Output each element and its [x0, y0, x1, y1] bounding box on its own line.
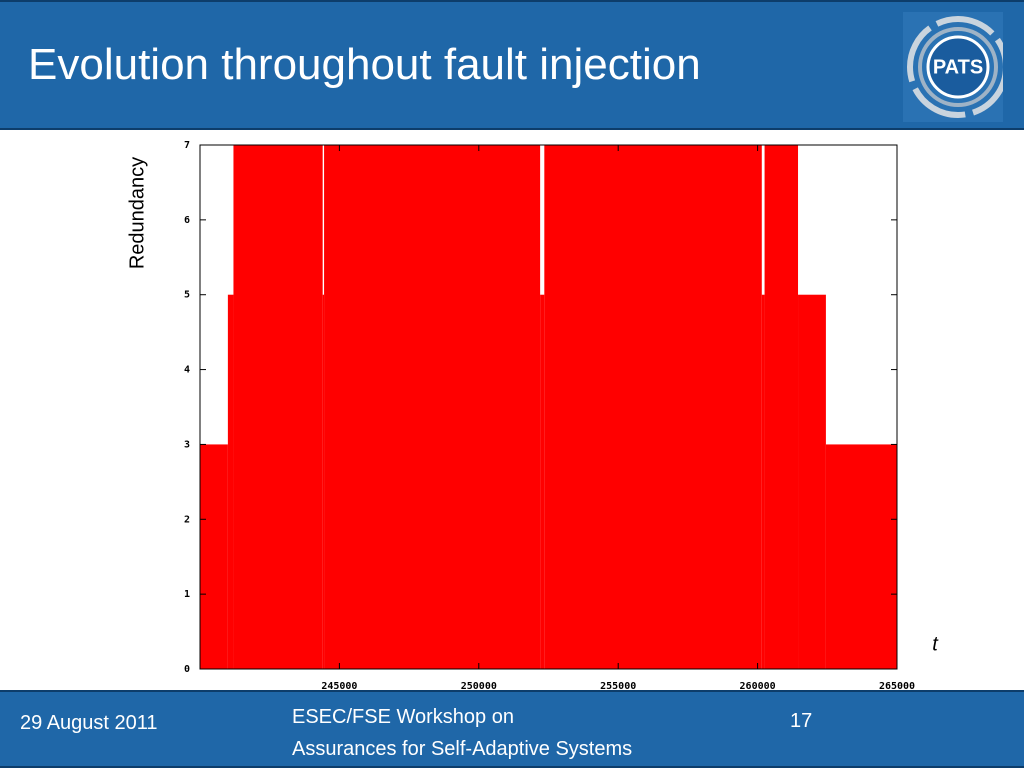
x-tick-label: 250000 [461, 681, 497, 690]
footer-event: ESEC/FSE Workshop on [292, 706, 514, 728]
area-step [544, 145, 762, 669]
y-tick-label: 3 [184, 439, 190, 450]
x-axis-label: t [932, 633, 939, 655]
y-tick-label: 5 [184, 290, 190, 301]
area-step [540, 294, 545, 669]
area-step [798, 294, 826, 669]
header-band: Evolution throughout fault injection PAT… [0, 0, 1024, 130]
chart: Redundancy t 0 1 2 3 4 5 6 7 245000 250000 255000 2… [126, 130, 939, 690]
y-tick-label: 4 [184, 365, 190, 376]
x-tick-label: 260000 [740, 681, 776, 690]
footer-date: 29 August 2011 [20, 712, 158, 734]
y-tick-label: 2 [184, 514, 190, 525]
area-step [324, 145, 541, 669]
area-step [200, 444, 228, 669]
area-step [825, 444, 897, 669]
y-tick-label: 6 [184, 215, 190, 226]
y-axis-label: Redundancy [126, 157, 148, 269]
logo-text: PATS [933, 56, 983, 78]
footer-band: 29 August 2011 ESEC/FSE Workshop on Assu… [0, 690, 1024, 768]
footer-event: Assurances for Self-Adaptive Systems [292, 738, 633, 760]
area-step [322, 294, 325, 669]
x-tick-label: 265000 [879, 681, 915, 690]
area-step [761, 294, 765, 669]
y-tick-label: 1 [184, 589, 190, 600]
x-tick-label: 245000 [321, 681, 357, 690]
area-step [233, 145, 323, 669]
page-number: 17 [790, 710, 813, 732]
area-step [764, 145, 799, 669]
slide-title: Evolution throughout fault injection [28, 40, 701, 89]
x-tick-label: 255000 [600, 681, 636, 690]
y-tick-label: 7 [184, 140, 190, 151]
logo: PATS [903, 12, 1003, 122]
plot-frame [199, 144, 898, 670]
area-step [227, 294, 234, 669]
y-tick-label: 0 [184, 664, 190, 675]
